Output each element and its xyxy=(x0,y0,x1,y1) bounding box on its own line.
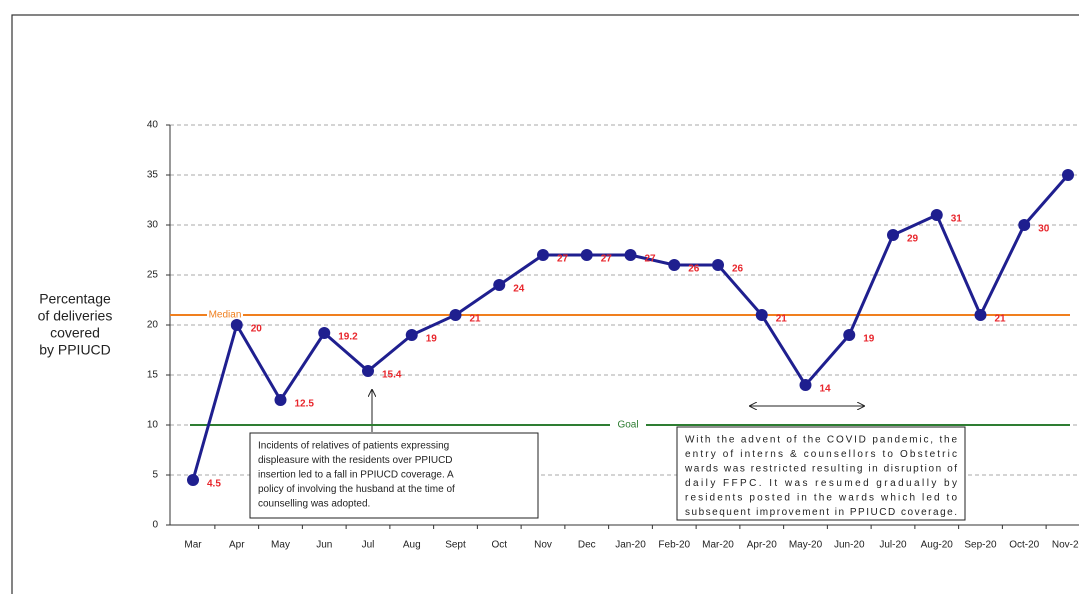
x-tick-label: May-20 xyxy=(789,540,823,551)
data-point xyxy=(230,319,243,331)
data-label: 30 xyxy=(1038,224,1050,235)
x-tick-label: Sep-20 xyxy=(964,540,997,551)
x-tick-label: Aug xyxy=(403,540,421,551)
data-point xyxy=(449,309,462,321)
data-label: 15.4 xyxy=(382,370,402,381)
x-tick-label: Nov-20 xyxy=(1052,540,1079,551)
x-tick-label: Jun-20 xyxy=(834,540,865,551)
x-tick-label: Dec xyxy=(578,540,596,551)
y-axis-label: Percentage xyxy=(39,291,111,307)
annotation-text: displeasure with the residents over PPIU… xyxy=(258,455,453,466)
data-point xyxy=(362,365,374,377)
data-label: 26 xyxy=(732,264,744,275)
data-label: 24 xyxy=(513,284,525,295)
x-tick-label: Feb-20 xyxy=(658,540,690,551)
y-tick-label: 30 xyxy=(147,220,159,231)
data-label: 21 xyxy=(470,314,482,325)
y-tick-label: 25 xyxy=(147,270,159,281)
data-point xyxy=(318,327,331,339)
data-point xyxy=(1062,169,1074,181)
y-tick-label: 0 xyxy=(152,520,158,531)
annotation-box xyxy=(676,426,966,521)
x-tick-label: Apr-20 xyxy=(747,540,777,551)
data-label: 21 xyxy=(995,314,1007,325)
annotation-text: wards was restricted resulting in disrup… xyxy=(684,464,957,475)
y-axis-label: by PPIUCD xyxy=(39,342,111,358)
data-label: 26 xyxy=(688,264,700,275)
data-label: 19.2 xyxy=(338,332,358,343)
x-tick-label: Apr xyxy=(229,540,245,551)
data-point xyxy=(1018,219,1031,231)
data-label: 27 xyxy=(601,254,613,265)
data-label: 19 xyxy=(426,334,438,345)
data-point xyxy=(930,209,943,221)
data-point xyxy=(187,474,199,486)
x-tick-label: Oct xyxy=(491,540,507,551)
annotation-text: policy of involving the husband at the t… xyxy=(258,484,455,495)
annotation-text: residents posted in the wards which led … xyxy=(685,493,957,504)
data-point xyxy=(493,279,506,291)
x-tick-label: Oct-20 xyxy=(1009,540,1039,551)
label-background xyxy=(207,309,243,321)
data-point xyxy=(668,259,681,271)
annotation-box xyxy=(249,432,539,519)
x-tick-label: Sept xyxy=(445,540,466,551)
data-label: 31 xyxy=(951,214,963,225)
y-tick-label: 10 xyxy=(147,420,159,431)
reference-label: Median xyxy=(209,310,242,321)
reference-label: Goal xyxy=(617,420,638,431)
data-label: 12.5 xyxy=(295,399,315,410)
data-label: 19 xyxy=(863,334,875,345)
x-tick-label: Jul-20 xyxy=(879,540,907,551)
data-label: 4.5 xyxy=(207,479,221,490)
annotation-text: subsequent improvement in PPIUCD coverag… xyxy=(685,507,957,518)
y-tick-label: 15 xyxy=(147,370,159,381)
annotation-text: Incidents of relatives of patients expre… xyxy=(258,441,449,452)
y-tick-label: 5 xyxy=(152,470,158,481)
x-tick-label: May xyxy=(271,540,290,551)
y-tick-label: 20 xyxy=(147,320,159,331)
y-tick-label: 35 xyxy=(147,170,159,181)
x-tick-label: Nov xyxy=(534,540,552,551)
data-point xyxy=(843,329,856,341)
data-point xyxy=(624,249,637,261)
data-label: 27 xyxy=(645,254,657,265)
data-point xyxy=(799,379,812,391)
y-tick-label: 40 xyxy=(147,120,159,131)
data-label: 27 xyxy=(557,254,569,265)
data-point xyxy=(974,309,987,321)
label-background xyxy=(610,419,646,431)
data-label: 29 xyxy=(907,234,919,245)
data-label: 20 xyxy=(251,324,263,335)
y-axis-label: covered xyxy=(50,325,100,341)
annotation-text: entry of interns & counsellors to Obstet… xyxy=(685,449,957,460)
data-label: 21 xyxy=(776,314,788,325)
x-tick-label: Mar xyxy=(184,540,202,551)
annotation-text: counselling was adopted. xyxy=(258,499,370,510)
data-point xyxy=(712,259,724,271)
data-point xyxy=(405,329,418,341)
data-point xyxy=(580,249,593,261)
x-tick-label: Jul xyxy=(362,540,375,551)
annotation-text: insertion led to a fall in PPIUCD covera… xyxy=(258,470,454,481)
y-axis-label: of deliveries xyxy=(38,308,113,324)
x-tick-label: Jun xyxy=(316,540,332,551)
x-tick-label: Jan-20 xyxy=(615,540,646,551)
data-point xyxy=(537,249,549,261)
data-point xyxy=(274,394,287,406)
x-tick-label: Aug-20 xyxy=(921,540,954,551)
data-point xyxy=(887,229,899,241)
frame xyxy=(11,14,1079,594)
data-label: 14 xyxy=(820,384,832,395)
x-tick-label: Mar-20 xyxy=(702,540,734,551)
annotation-text: daily FFPC. It was resumed gradually by xyxy=(685,478,957,489)
data-point xyxy=(755,309,768,321)
